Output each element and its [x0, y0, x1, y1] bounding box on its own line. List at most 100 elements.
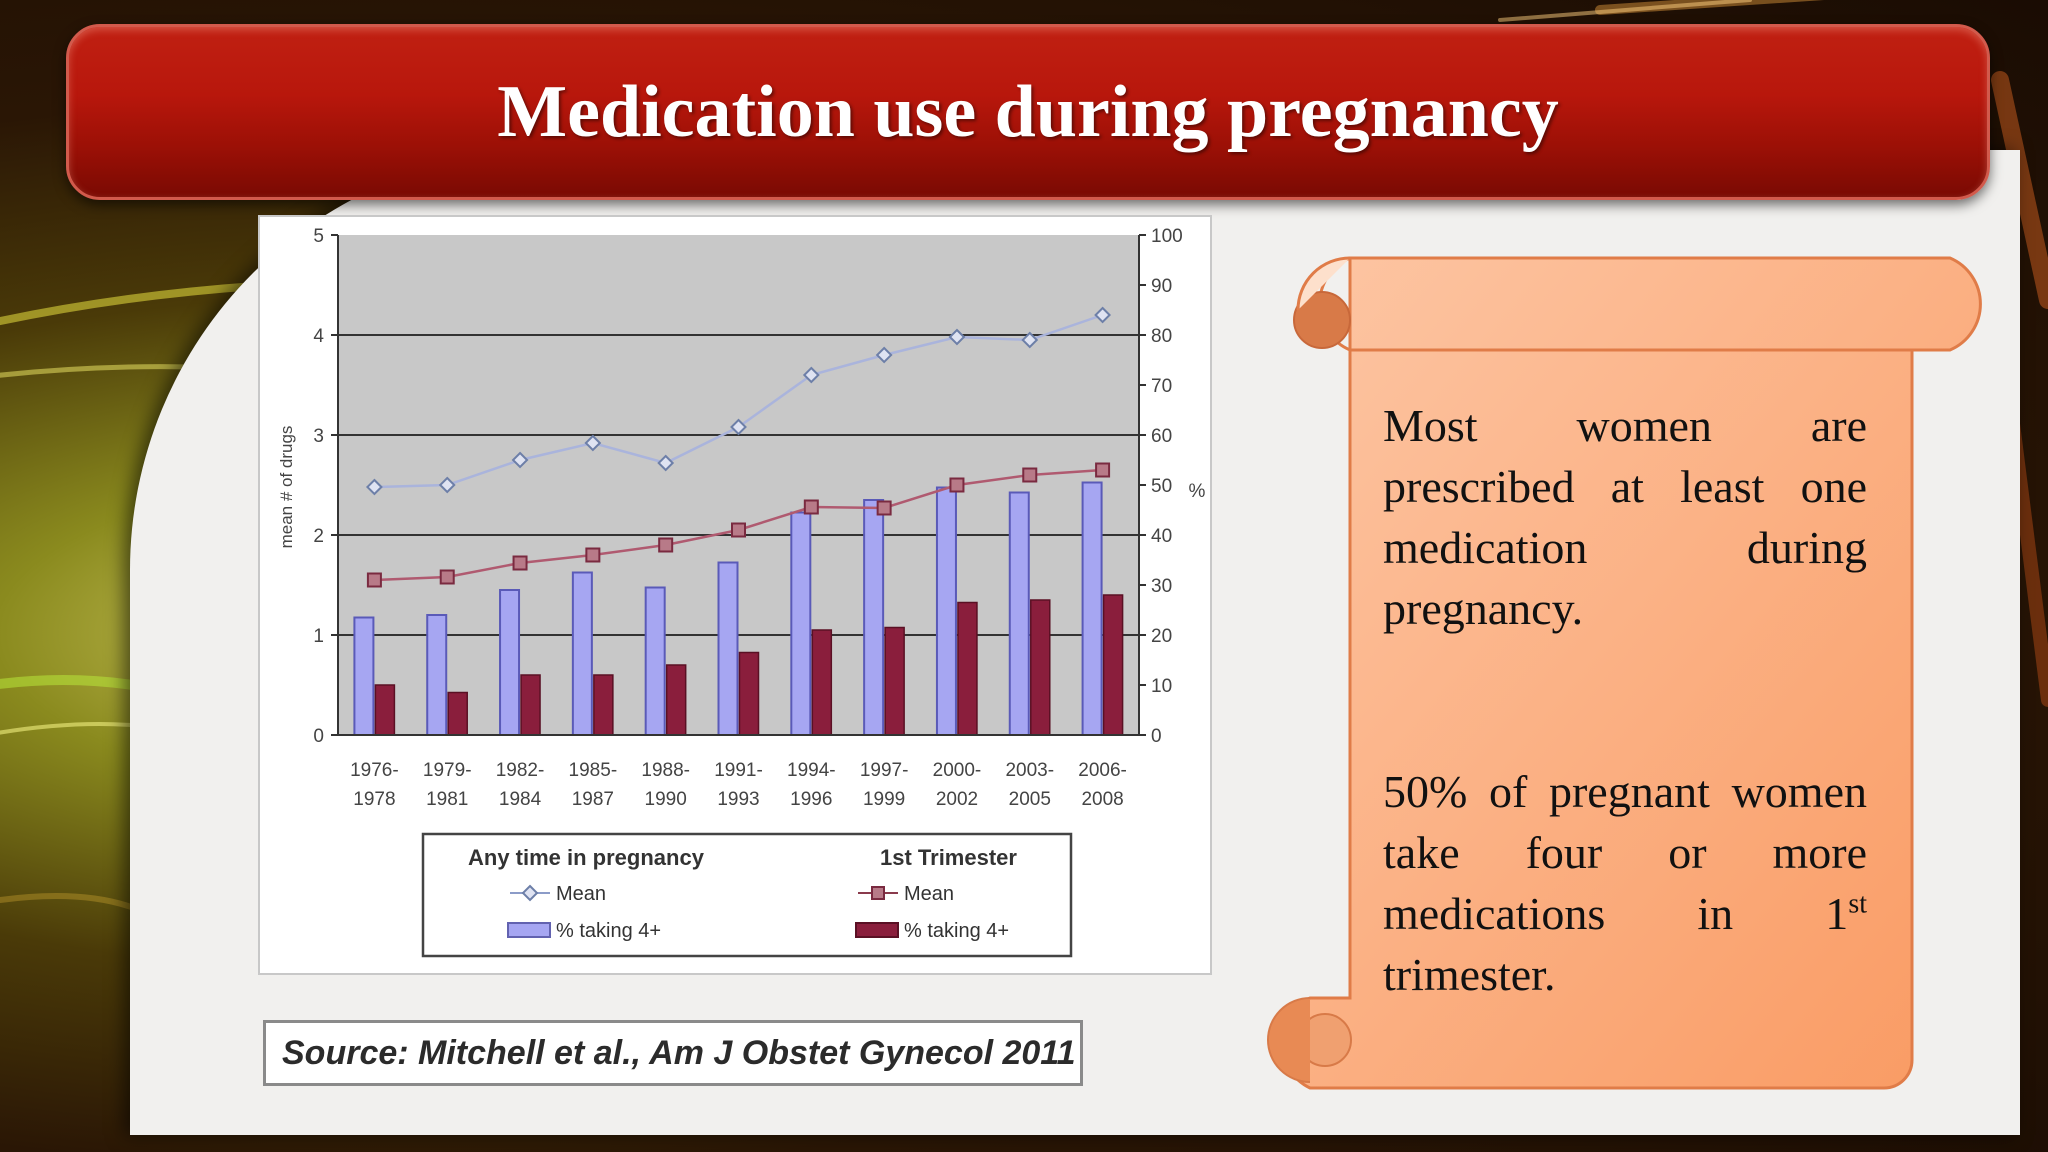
marker-mean-any-0	[365, 478, 383, 496]
y-right-tick-6: 60	[1151, 426, 1172, 447]
x-label-0-start: 1976-	[350, 760, 399, 781]
marker-mean-first-4	[658, 537, 674, 553]
marker-mean-first-7	[876, 500, 892, 516]
paragraph-2-end: trimester.	[1383, 949, 1556, 1000]
marker-mean-any-7	[875, 346, 893, 364]
legend-mean-first-marker	[871, 886, 885, 900]
legend-mean-any-label: Mean	[556, 883, 606, 905]
bar-first-pct-4	[665, 664, 687, 736]
x-label-5-end: 1993	[717, 789, 759, 810]
x-label-9-end: 2005	[1009, 789, 1051, 810]
marker-mean-first-5	[731, 522, 746, 538]
bar-any-pct-10	[1081, 481, 1103, 736]
y-right-tick-4: 40	[1151, 526, 1172, 547]
bar-any-pct-7	[863, 499, 885, 736]
bar-first-pct-2	[520, 674, 541, 736]
y-left-tick-1: 1	[313, 626, 324, 647]
x-label-3-end: 1987	[572, 789, 614, 810]
title-banner: Medication use during pregnancy	[66, 24, 1990, 200]
marker-mean-first-1	[439, 569, 455, 585]
bar-any-pct-3	[571, 571, 593, 736]
y-axis-left-label: mean # of drugs	[277, 426, 296, 549]
y-right-tick-1: 10	[1151, 676, 1172, 697]
x-label-10-end: 2008	[1081, 789, 1123, 810]
x-axis-labels: 1976- 1978 1979- 1981 1982- 1984 1985- 1987 1988…	[350, 760, 1127, 810]
x-label-2-end: 1984	[499, 789, 542, 810]
x-label-1-end: 1981	[426, 789, 468, 810]
y-left-tick-2: 2	[313, 526, 324, 547]
marker-mean-first-3	[585, 547, 601, 563]
bar-first-pct-6	[811, 629, 833, 736]
y-right-tick-0: 0	[1151, 726, 1162, 747]
marker-mean-first-2	[512, 555, 528, 571]
x-label-1-start: 1979-	[423, 760, 472, 781]
x-label-0-end: 1978	[353, 789, 395, 810]
legend-pct-first-swatch	[855, 922, 899, 938]
x-label-8-end: 2002	[936, 789, 978, 810]
x-label-5-start: 1991-	[714, 760, 763, 781]
lines-group	[365, 306, 1112, 588]
marker-mean-first-9	[1022, 467, 1038, 483]
bar-any-pct-4	[644, 586, 666, 736]
bar-first-pct-5	[738, 651, 760, 736]
legend-group2-title: 1st Trimester	[880, 845, 1017, 870]
y-left-tick-3: 3	[313, 426, 324, 447]
bar-any-pct-9	[1008, 491, 1030, 736]
legend-group1-title: Any time in pregnancy	[468, 845, 705, 870]
paragraph-2-main: 50% of pregnant women take four or more …	[1383, 766, 1867, 939]
bar-first-pct-0	[374, 684, 396, 736]
y-right-tick-2: 20	[1151, 626, 1172, 647]
chart-legend: Any time in pregnancy 1st Trimester Mean…	[421, 832, 1073, 958]
bar-any-pct-2	[499, 589, 521, 736]
legend-mean-first-label: Mean	[904, 883, 954, 905]
marker-mean-first-6	[803, 499, 819, 515]
bar-any-pct-6	[790, 511, 812, 736]
x-label-6-start: 1994-	[787, 760, 836, 781]
legend-pct-any-label: % taking 4+	[556, 920, 661, 942]
bar-first-pct-10	[1102, 594, 1124, 736]
marker-mean-any-2	[511, 451, 529, 469]
legend-pct-first-label: % taking 4+	[904, 920, 1009, 942]
x-label-7-end: 1999	[863, 789, 905, 810]
slide-title: Medication use during pregnancy	[497, 70, 1559, 153]
paragraph-2-superscript: st	[1848, 888, 1867, 920]
y-left-tick-0: 0	[313, 726, 324, 747]
x-label-4-start: 1988-	[641, 760, 690, 781]
bars-group	[353, 481, 1124, 736]
legend-mean-any-marker	[521, 884, 539, 902]
bar-any-pct-0	[353, 616, 375, 736]
y-right-tick-8: 80	[1151, 326, 1172, 347]
source-citation: Source: Mitchell et al., Am J Obstet Gyn…	[263, 1020, 1083, 1086]
x-label-6-end: 1996	[790, 789, 832, 810]
x-label-4-end: 1990	[645, 789, 687, 810]
y-left-tick-5: 5	[313, 226, 324, 247]
bar-first-pct-1	[447, 691, 468, 736]
marker-mean-first-8	[949, 477, 965, 493]
marker-mean-any-10	[1094, 306, 1112, 324]
scroll-text: Most women are prescribed at least one m…	[1383, 395, 1867, 1005]
bar-first-pct-9	[1030, 599, 1051, 736]
marker-mean-any-1	[438, 476, 456, 494]
paragraph-1: Most women are prescribed at least one m…	[1383, 400, 1867, 634]
bar-first-pct-8	[957, 601, 978, 736]
y-right-tick-5: 50	[1151, 476, 1172, 497]
y-left-tick-4: 4	[313, 326, 324, 347]
bar-any-pct-1	[426, 614, 448, 736]
bar-any-pct-5	[717, 561, 739, 736]
bar-first-pct-3	[593, 674, 614, 736]
marker-mean-any-9	[1021, 331, 1039, 349]
y-right-tick-10: 100	[1151, 226, 1183, 247]
bar-first-pct-7	[884, 626, 905, 736]
legend-pct-any-swatch	[507, 922, 551, 938]
x-label-7-start: 1997-	[860, 760, 909, 781]
y-right-tick-7: 70	[1151, 376, 1172, 397]
chart-frame: 0 1 2 3 4 5 0 10 20 30 40 50 60 70 80 90 100 mean # of d…	[258, 215, 1212, 975]
bar-any-pct-8	[935, 486, 957, 736]
marker-mean-any-5	[730, 418, 747, 436]
paragraph-2: 50% of pregnant women take four or more …	[1383, 761, 1867, 1005]
marker-mean-any-8	[948, 328, 966, 346]
marker-mean-any-6	[802, 366, 820, 384]
y-right-tick-3: 30	[1151, 576, 1172, 597]
